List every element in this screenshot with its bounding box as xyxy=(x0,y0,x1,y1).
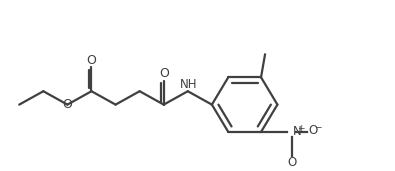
Text: O: O xyxy=(308,124,318,137)
Text: O: O xyxy=(159,67,169,80)
Text: O: O xyxy=(288,156,297,169)
Text: O: O xyxy=(62,98,72,111)
Text: −: − xyxy=(314,123,322,132)
Text: +: + xyxy=(297,124,304,133)
Text: NH: NH xyxy=(180,78,198,91)
Text: N: N xyxy=(292,125,301,138)
Text: O: O xyxy=(87,54,96,67)
